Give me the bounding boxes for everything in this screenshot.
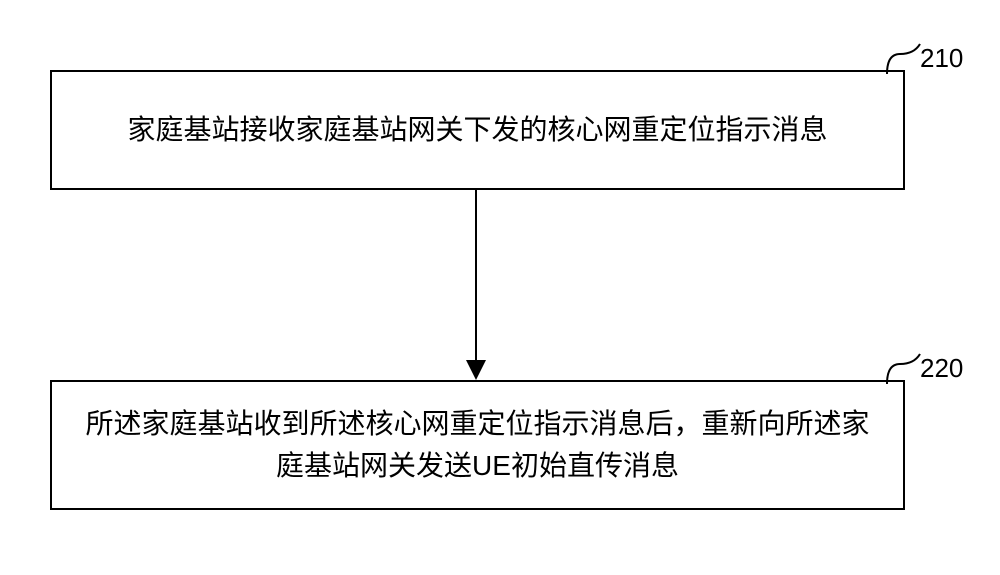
step-220-label: 220: [920, 353, 963, 384]
step-210-connector-curve: [882, 42, 922, 77]
flow-step-220: 所述家庭基站收到所述核心网重定位指示消息后，重新向所述家庭基站网关发送UE初始直…: [50, 380, 905, 510]
flow-arrow-line: [475, 190, 477, 365]
step-220-connector-curve: [882, 352, 922, 387]
flow-step-220-text: 所述家庭基站收到所述核心网重定位指示消息后，重新向所述家庭基站网关发送UE初始直…: [82, 403, 873, 487]
flow-step-210-text: 家庭基站接收家庭基站网关下发的核心网重定位指示消息: [127, 109, 827, 151]
flow-arrow-head: [466, 360, 486, 380]
flow-step-210: 家庭基站接收家庭基站网关下发的核心网重定位指示消息: [50, 70, 905, 190]
flowchart-container: 家庭基站接收家庭基站网关下发的核心网重定位指示消息 210 所述家庭基站收到所述…: [50, 40, 950, 540]
step-210-label: 210: [920, 43, 963, 74]
